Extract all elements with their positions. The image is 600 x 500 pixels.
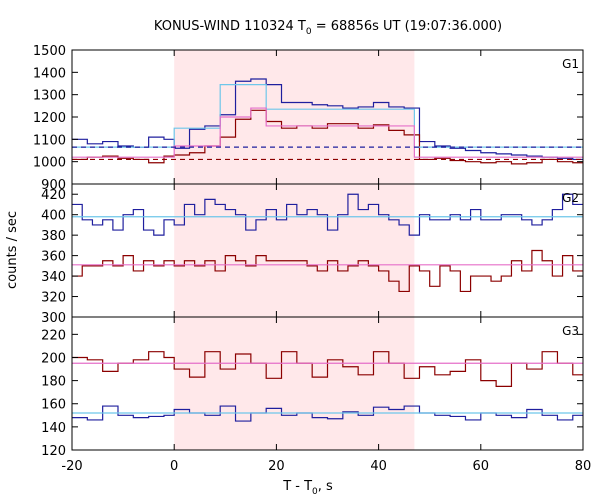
y-tick-label: 1300 [33, 89, 66, 104]
panel-2-series-1 [72, 193, 583, 236]
panel-1-series-2 [72, 109, 583, 165]
tick-labels: 900100011001200130014001500G130032034036… [33, 44, 591, 474]
x-tick-label: 80 [575, 459, 592, 474]
x-tick-label: 20 [268, 459, 285, 474]
panel-1-series-1 [72, 78, 583, 161]
series-layer [72, 78, 583, 422]
panel-label-g2: G2 [562, 191, 579, 205]
y-tick-label: 300 [41, 311, 66, 326]
y-tick-label: 320 [41, 291, 66, 306]
y-tick-label: 160 [41, 398, 66, 413]
y-tick-label: 1000 [33, 156, 66, 171]
shaded-interval-rect [174, 50, 415, 450]
panel-3-series-2 [72, 405, 583, 422]
panel-3-series-1 [72, 351, 583, 387]
y-tick-label: 200 [41, 351, 66, 366]
panel-1-series-4 [72, 107, 583, 158]
panel-3-frame [71, 316, 584, 451]
y-tick-label: 1500 [33, 44, 66, 59]
panel-label-g3: G3 [562, 324, 579, 338]
y-tick-label: 400 [41, 209, 66, 224]
x-tick-label: 60 [473, 459, 490, 474]
x-tick-label: 0 [170, 459, 178, 474]
panel-1-series-3 [72, 84, 583, 148]
panel-2-series-2 [72, 249, 583, 293]
y-tick-label: 340 [41, 270, 66, 285]
y-tick-label: 180 [41, 375, 66, 390]
y-axis-label: counts / sec [5, 211, 20, 289]
y-tick-label: 120 [41, 444, 66, 459]
x-tick-label: -20 [61, 459, 82, 474]
chart-title: KONUS-WIND 110324 T0 = 68856s UT (19:07:… [154, 19, 502, 37]
panel-frames [71, 49, 584, 451]
y-tick-label: 900 [41, 178, 66, 193]
y-tick-label: 220 [41, 328, 66, 343]
y-tick-label: 1200 [33, 111, 66, 126]
y-tick-label: 420 [41, 188, 66, 203]
y-tick-label: 1400 [33, 66, 66, 81]
x-axis-label: T - T0, s [282, 479, 333, 497]
y-tick-label: 380 [41, 229, 66, 244]
y-tick-label: 360 [41, 250, 66, 265]
shaded-interval [174, 50, 415, 450]
y-tick-label: 1100 [33, 133, 66, 148]
y-tick-label: 140 [41, 421, 66, 436]
panel-label-g1: G1 [562, 57, 579, 71]
x-tick-label: 40 [370, 459, 387, 474]
